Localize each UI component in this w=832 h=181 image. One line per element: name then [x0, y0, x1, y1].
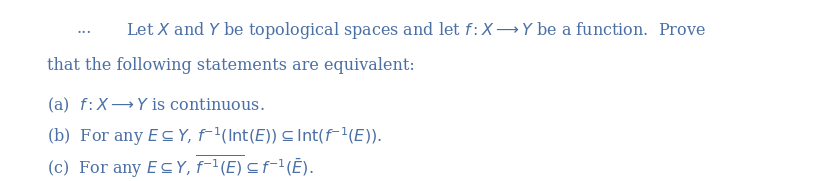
Text: ...: ... — [77, 20, 92, 37]
Text: (b)  For any $E \subseteq Y$, $f^{-1}(\mathrm{Int}(E)) \subseteq \mathrm{Int}(f^: (b) For any $E \subseteq Y$, $f^{-1}(\ma… — [47, 126, 382, 148]
Text: that the following statements are equivalent:: that the following statements are equiva… — [47, 58, 414, 74]
Text: (c)  For any $E \subseteq Y$, $\overline{f^{-1}(E)} \subseteq f^{-1}(\bar{E})$.: (c) For any $E \subseteq Y$, $\overline{… — [47, 153, 314, 180]
Text: Let $X$ and $Y$ be topological spaces and let $f: X \longrightarrow Y$ be a func: Let $X$ and $Y$ be topological spaces an… — [126, 20, 706, 41]
Text: (a)  $f: X \longrightarrow Y$ is continuous.: (a) $f: X \longrightarrow Y$ is continuo… — [47, 95, 265, 115]
